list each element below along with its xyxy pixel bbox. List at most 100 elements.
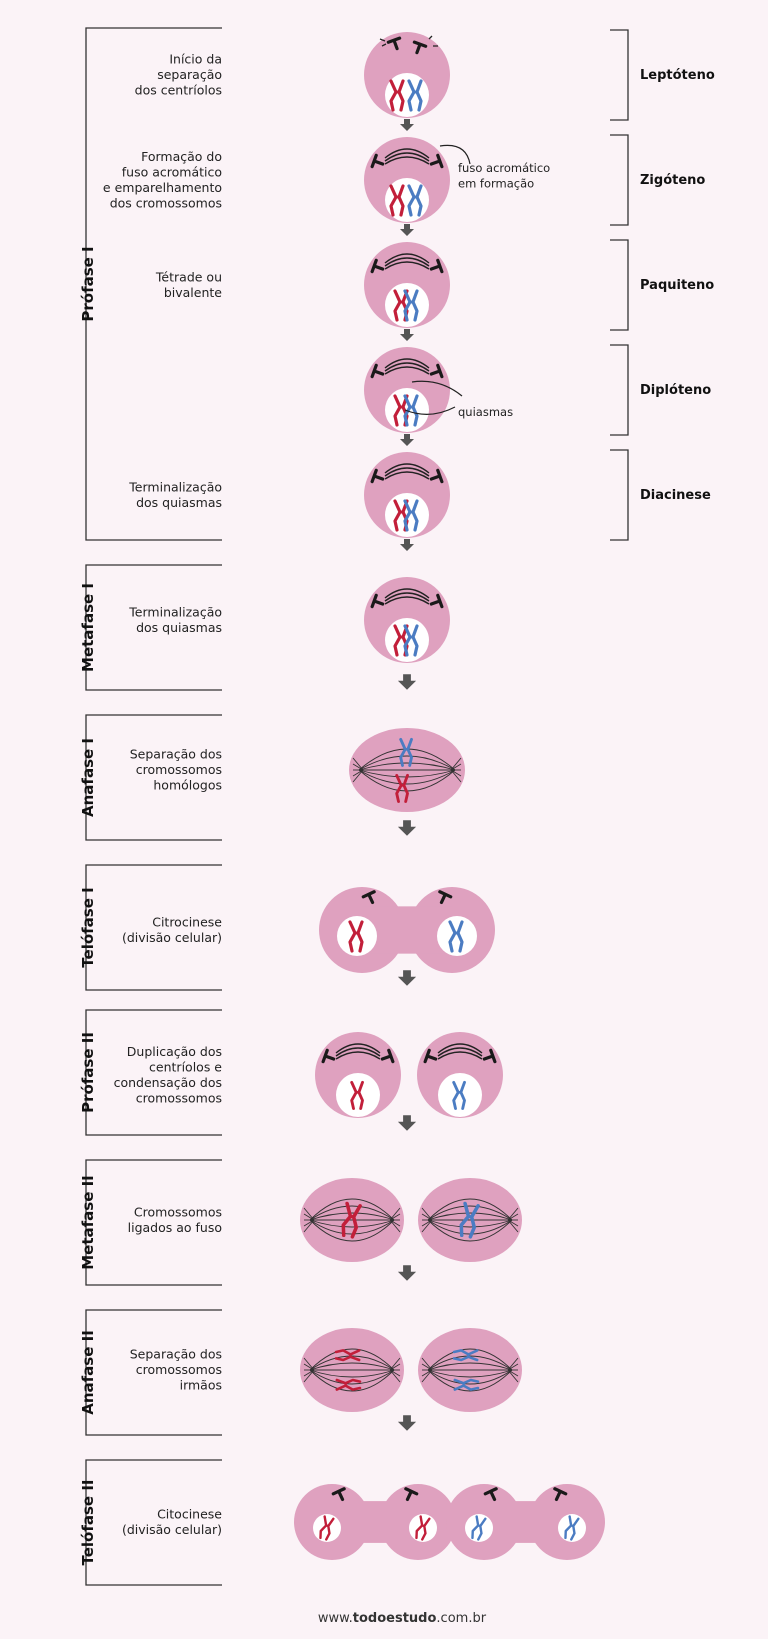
nucleus [385, 73, 429, 117]
spindle-fiber [309, 1369, 395, 1385]
centriole-shape [321, 1048, 336, 1064]
spindle-fiber [309, 1348, 395, 1371]
cell [315, 1032, 401, 1118]
chromatid [348, 920, 364, 953]
bracket-line [85, 1459, 222, 1586]
nucleus [336, 1073, 380, 1117]
spindle-fiber [384, 261, 430, 270]
spindle-fiber [427, 1219, 513, 1242]
chromosome [399, 737, 413, 767]
spindle-fiber [427, 1205, 513, 1221]
step-description-line: separação [157, 67, 222, 82]
centriole-icon [321, 1048, 336, 1064]
aster-ray [389, 1213, 401, 1221]
chromosome [407, 184, 423, 217]
centriole-icon [380, 1048, 395, 1064]
spindle-fiber [384, 152, 430, 162]
centriole-rays [379, 35, 438, 47]
annotation-arrow [404, 380, 463, 415]
phase-description-line: cromossomos [136, 1362, 222, 1377]
phase-label: Anafase II [79, 1330, 97, 1415]
spindle-fiber [384, 588, 430, 599]
aster-ray [450, 757, 462, 771]
spindle-fiber [427, 1348, 513, 1371]
centriole-shape [423, 1048, 438, 1064]
aster-ray [421, 1219, 433, 1233]
cleavage-bridge [332, 1501, 418, 1543]
footer-suffix: .com.br [436, 1611, 486, 1626]
chromatid [459, 1201, 480, 1239]
phase-label: Telófase II [79, 1480, 97, 1566]
spindle-fiber [427, 1355, 513, 1371]
phase-description: Citocinese (divisão celular) [122, 1506, 222, 1537]
chromosome [348, 920, 364, 953]
centriole-icon [370, 363, 385, 379]
centromere [349, 1214, 356, 1219]
annotation-spindle-line: em formação [458, 177, 534, 191]
spindle-fiber [309, 1212, 395, 1221]
aster-ray [352, 757, 364, 771]
chromatid [452, 1349, 479, 1362]
aster-ray [303, 1369, 315, 1377]
centriole-icon [482, 1048, 497, 1064]
phase-description: Separação dos cromossomos irmãos [130, 1347, 222, 1393]
centromere [325, 1524, 330, 1528]
centriole-shape [370, 593, 385, 609]
down-arrow-icon [400, 329, 414, 341]
chromosome [471, 1515, 487, 1541]
centriole-icon [429, 363, 444, 379]
chromatid [471, 1515, 487, 1541]
step-description-line: Início da [169, 52, 222, 67]
phase-description-line: Duplicação dos [127, 1044, 222, 1059]
centriole-icon [429, 593, 444, 609]
chromosome [459, 1201, 480, 1239]
centriole-icon [412, 40, 428, 55]
chromatid [448, 920, 464, 953]
phase-description: Duplicação dos centríolos e condensação do… [114, 1044, 223, 1106]
spindle-fiber [384, 596, 430, 605]
phase-bracket: Prófase I [79, 27, 222, 541]
centriole-shape [429, 153, 444, 169]
centriole-shape [482, 1048, 497, 1064]
bracket-line [85, 1009, 222, 1136]
spindle-fiber [309, 1219, 395, 1242]
spindle-fiber [384, 257, 430, 267]
phase-description-line: ligados ao fuso [128, 1220, 222, 1235]
chromatid [319, 1515, 335, 1541]
centriole-icon [404, 1487, 419, 1502]
down-arrow-icon [400, 224, 414, 236]
phase-bracket: Prófase II [79, 1009, 222, 1136]
phase-description-line: irmãos [180, 1378, 222, 1393]
down-arrow-icon [397, 674, 417, 690]
aster-ray [421, 1357, 433, 1371]
chromosome [335, 1378, 362, 1391]
cleavage-bridge [484, 1501, 567, 1543]
chromatid [341, 1201, 362, 1239]
spindle-fiber [384, 148, 430, 159]
centromere [570, 1524, 575, 1528]
chromatid [403, 624, 419, 657]
step-description-line: e emparelhamento [103, 180, 222, 195]
cell [300, 1178, 404, 1262]
aster-ray [450, 769, 462, 783]
down-arrow-icon [400, 119, 414, 131]
step-description-line: Tétrade ou [155, 269, 222, 284]
centriole-shape [438, 890, 453, 905]
chromatid [407, 184, 423, 217]
spindle-fiber [358, 762, 456, 771]
aster-ray [507, 1213, 519, 1221]
chromatid [403, 289, 419, 322]
aster-ray [507, 1219, 519, 1233]
cell [418, 1178, 522, 1262]
bracket-line [85, 564, 222, 691]
centriole-shape [361, 890, 376, 905]
spindle-fiber [384, 463, 430, 474]
cell [364, 452, 450, 538]
aster-ray [507, 1363, 519, 1371]
substage-label: Diplóteno [640, 383, 711, 398]
chromatid [452, 1080, 466, 1110]
cell [364, 137, 450, 223]
phase-description-line: Separação dos [130, 1347, 222, 1362]
dividing-cell [446, 1484, 605, 1560]
phase-description-line: (divisão celular) [122, 1522, 222, 1537]
